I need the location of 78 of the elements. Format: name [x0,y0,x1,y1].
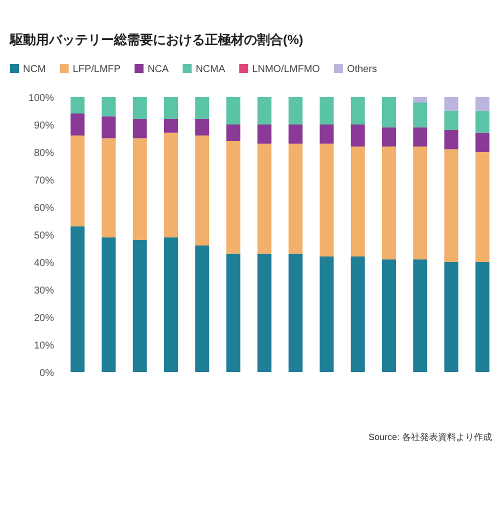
bar [257,124,272,144]
bar [475,97,490,111]
bar [382,127,396,146]
bar [195,136,210,246]
bar [475,110,490,133]
bar [413,97,428,102]
chart-title: 駆動用バッテリー総需要における正極材の割合(%) [9,32,304,47]
y-tick-label: 20% [34,313,54,324]
bar [132,240,147,372]
legend-label: LFP/LMFP [72,64,121,75]
bar [382,146,396,260]
bar [70,136,85,226]
bar [164,237,178,372]
y-tick-label: 90% [34,120,54,132]
bar [444,149,458,262]
legend-label: NCM [23,64,46,75]
bar [475,152,490,262]
bar [257,97,272,124]
y-tick-label: 60% [34,203,54,214]
bar [475,262,490,372]
bar [102,116,116,138]
bar [444,110,458,130]
y-tick-label: 10% [34,340,54,352]
bar [102,237,116,372]
bar [164,119,178,133]
bar [320,144,334,256]
bar [413,146,428,260]
bar [102,97,116,116]
legend-label: NCA [148,64,170,75]
bar [226,254,240,372]
bar [195,246,210,372]
legend-label: LNMO/LMFMO [252,64,320,75]
bar [413,259,428,372]
bar [132,97,147,119]
bar [226,97,240,124]
bar [444,130,458,150]
bar [382,259,396,372]
bar [70,97,85,114]
bar [132,138,147,240]
bar [257,144,272,254]
bar [444,262,458,372]
y-tick-label: 40% [34,258,54,269]
bar [195,97,210,119]
bar [413,102,428,128]
bar [70,226,85,372]
y-tick-label: 30% [34,286,54,296]
y-tick-label: 80% [34,148,54,159]
bar [475,132,490,152]
y-tick-label: 0% [40,368,54,379]
bar [413,127,428,146]
y-tick-label: 70% [34,176,54,186]
bar [382,97,396,128]
bar [257,254,272,372]
bar [70,114,85,136]
bar [288,144,303,254]
bar [350,97,365,124]
y-tick-label: 100% [28,93,54,104]
bar [195,119,210,136]
bar [288,124,303,144]
bar [320,256,334,372]
legend-label: Others [346,64,377,75]
y-tick-label: 50% [34,230,54,242]
bar [350,256,365,372]
bar [132,119,147,138]
bar [164,97,178,119]
source-note: Source: 各社発表資料より作成 [368,432,492,442]
bar [288,97,303,124]
bar [444,97,458,111]
legend-label: NCMA [196,64,226,75]
bar [164,132,178,238]
bar [320,97,334,124]
bar [350,124,365,146]
bar [350,146,365,256]
bar [320,124,334,144]
bar [226,141,240,254]
bar [226,124,240,141]
bar [102,138,116,238]
bar [288,254,303,372]
